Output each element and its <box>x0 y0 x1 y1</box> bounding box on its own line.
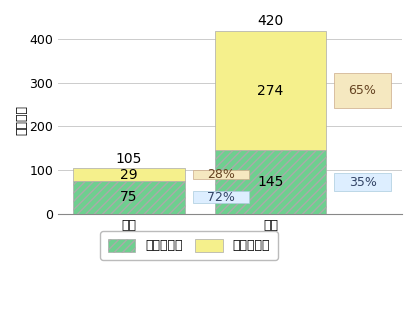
Bar <box>73 168 185 181</box>
Text: 145: 145 <box>257 175 284 189</box>
Bar <box>215 31 326 150</box>
Bar <box>215 150 326 214</box>
Text: 105: 105 <box>116 152 142 166</box>
Text: 35%: 35% <box>349 176 377 188</box>
FancyBboxPatch shape <box>334 73 391 108</box>
Bar <box>73 181 185 214</box>
Legend: ベンダ企業, ユーザ企業: ベンダ企業, ユーザ企業 <box>100 231 278 260</box>
Text: 65%: 65% <box>349 84 377 97</box>
Text: 72%: 72% <box>207 191 235 204</box>
Y-axis label: （万人）: （万人） <box>15 105 28 135</box>
FancyBboxPatch shape <box>193 170 249 179</box>
Text: 274: 274 <box>257 84 284 98</box>
Text: 29: 29 <box>120 168 138 182</box>
Text: 75: 75 <box>120 190 138 204</box>
FancyBboxPatch shape <box>193 191 249 203</box>
Text: 28%: 28% <box>207 168 235 181</box>
Text: 420: 420 <box>257 14 284 28</box>
FancyBboxPatch shape <box>334 173 391 191</box>
